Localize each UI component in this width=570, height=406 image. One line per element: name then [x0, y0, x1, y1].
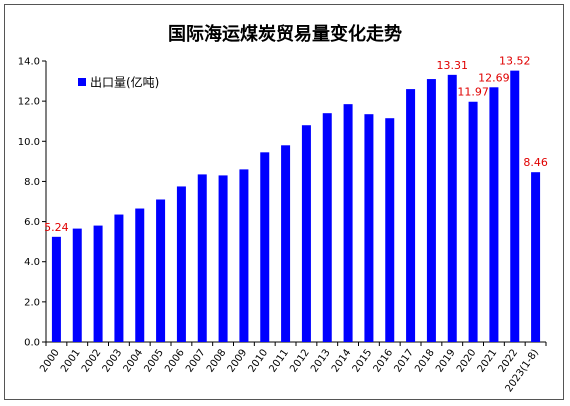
bar-2002 — [93, 225, 103, 342]
legend-label: 出口量(亿吨) — [90, 75, 159, 90]
legend-swatch — [78, 78, 86, 86]
y-tick-label: 12.0 — [18, 97, 40, 108]
bar-2000 — [51, 236, 61, 342]
bar-2020 — [468, 101, 478, 343]
data-label: 8.46 — [523, 156, 548, 169]
bar-2016 — [385, 118, 395, 342]
x-tick-label: 2000 — [38, 347, 62, 374]
x-tick-label: 2016 — [372, 347, 396, 374]
x-tick-label: 2017 — [392, 347, 416, 374]
legend: 出口量(亿吨) — [78, 75, 159, 90]
x-tick-label: 2011 — [267, 347, 291, 374]
x-tick-label: 2003 — [101, 347, 125, 374]
x-tick-label: 2006 — [163, 347, 187, 374]
x-tick-label: 2015 — [351, 347, 375, 374]
x-tick-label: 2010 — [247, 347, 271, 374]
bar-2011 — [281, 145, 291, 342]
bar-2009 — [239, 169, 249, 342]
x-tick-label: 2020 — [455, 347, 479, 374]
data-label: 5.24 — [44, 221, 69, 234]
bar-2004 — [135, 208, 145, 342]
bar-2022 — [510, 70, 520, 343]
x-tick-label: 2019 — [434, 347, 458, 374]
bar-2001 — [72, 228, 82, 342]
x-tick-label: 2004 — [122, 347, 146, 374]
x-tick-label: 2021 — [476, 347, 500, 374]
data-labels: 5.24 13.31 11.97 12.69 13.52 8.46 — [44, 55, 548, 234]
bar-2007 — [197, 174, 207, 342]
y-tick-label: 2.0 — [24, 297, 40, 308]
bar-2015 — [364, 114, 374, 342]
data-label: 12.69 — [478, 71, 510, 84]
bars — [51, 70, 541, 343]
bar-2023(1-8) — [531, 172, 541, 342]
bar-2010 — [260, 152, 270, 342]
x-tick-label: 2009 — [226, 347, 250, 374]
bar-2006 — [176, 186, 186, 342]
y-tick-label: 14.0 — [18, 57, 40, 68]
y-tick-label: 0.0 — [24, 338, 40, 349]
x-tick-label: 2002 — [80, 347, 104, 374]
x-tick-label: 2005 — [142, 347, 166, 374]
y-tick-label: 8.0 — [24, 177, 40, 188]
data-label: 11.97 — [457, 86, 489, 99]
bar-2018 — [426, 79, 436, 343]
bar-2003 — [114, 214, 124, 342]
y-tick-label: 6.0 — [24, 217, 40, 228]
y-tick-label: 4.0 — [24, 257, 40, 268]
bar-2005 — [156, 199, 166, 342]
x-tick-label: 2008 — [205, 347, 229, 374]
bar-2017 — [406, 89, 416, 342]
chart-title: 国际海运煤炭贸易量变化走势 — [168, 24, 402, 45]
bar-2014 — [343, 104, 353, 343]
bar-2019 — [447, 74, 457, 342]
x-tick-label: 2001 — [59, 347, 83, 374]
bar-2012 — [301, 125, 311, 342]
data-label: 13.31 — [437, 59, 469, 72]
x-tick-label: 2007 — [184, 347, 208, 374]
x-tick-label: 2018 — [413, 347, 437, 374]
x-tick-label: 2014 — [330, 347, 354, 374]
bar-2013 — [322, 113, 332, 342]
y-tick-label: 10.0 — [18, 137, 40, 148]
bar-2008 — [218, 175, 228, 342]
x-tick-label: 2012 — [288, 347, 312, 374]
data-label: 13.52 — [499, 55, 531, 68]
bar-2021 — [489, 87, 499, 342]
x-tick-label: 2013 — [309, 347, 333, 374]
